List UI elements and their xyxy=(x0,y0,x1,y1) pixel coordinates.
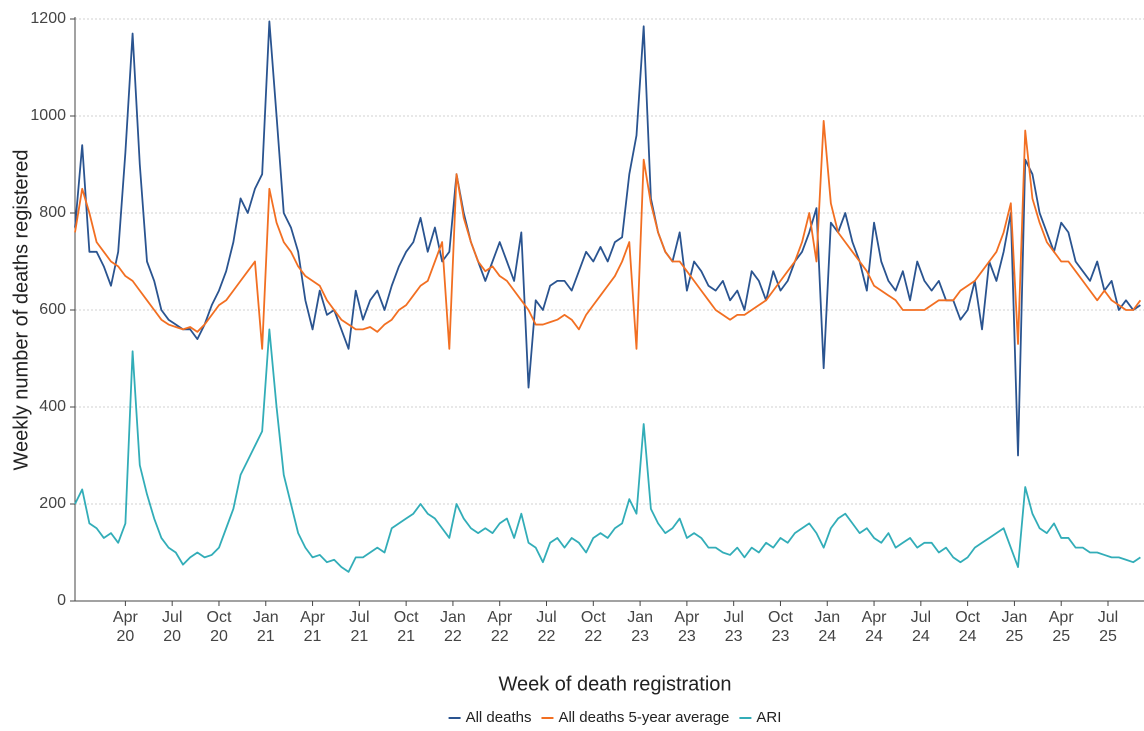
series-line xyxy=(74,119,1142,350)
x-tick-label: 23 xyxy=(631,628,649,645)
series-line xyxy=(74,20,1141,457)
x-tick-label: 25 xyxy=(1006,628,1024,645)
x-tick-label: 21 xyxy=(257,628,275,645)
x-tick-label: Apr xyxy=(674,609,700,626)
x-tick-label: 24 xyxy=(912,628,930,645)
x-tick-label: 22 xyxy=(444,628,462,645)
x-tick-label: Jul xyxy=(162,609,182,626)
series-line xyxy=(74,328,1141,573)
x-axis-title: Week of death registration xyxy=(498,673,731,695)
x-tick-label: 20 xyxy=(163,628,181,645)
legend-label: ARI xyxy=(756,709,781,726)
x-tick-label: Jul xyxy=(723,609,743,626)
x-tick-label: Apr xyxy=(113,609,139,626)
y-tick-label: 0 xyxy=(57,592,66,609)
x-tick-label: Oct xyxy=(394,609,419,626)
x-tick-label: 22 xyxy=(491,628,509,645)
x-tick-label: Apr xyxy=(862,609,888,626)
x-tick-label: Jul xyxy=(536,609,556,626)
x-tick-label: 23 xyxy=(678,628,696,645)
x-tick-label: Oct xyxy=(581,609,606,626)
x-tick-label: Apr xyxy=(1049,609,1075,626)
x-tick-label: 25 xyxy=(1052,628,1070,645)
x-tick-label: 21 xyxy=(397,628,415,645)
x-tick-label: 23 xyxy=(772,628,790,645)
x-tick-label: 21 xyxy=(304,628,322,645)
x-tick-label: 22 xyxy=(584,628,602,645)
x-tick-label: 24 xyxy=(959,628,977,645)
x-tick-label: Oct xyxy=(207,609,232,626)
x-tick-label: Jul xyxy=(349,609,369,626)
x-tick-label: 21 xyxy=(350,628,368,645)
x-tick-label: Oct xyxy=(768,609,793,626)
y-tick-label: 600 xyxy=(39,301,66,318)
x-tick-label: Jul xyxy=(911,609,931,626)
legend-label: All deaths 5-year average xyxy=(558,709,729,726)
legend-label: All deaths xyxy=(466,709,532,726)
x-tick-label: 20 xyxy=(210,628,228,645)
x-tick-label: 20 xyxy=(116,628,134,645)
x-tick-label: Apr xyxy=(487,609,513,626)
x-tick-label: Jan xyxy=(814,609,840,626)
x-tick-label: Oct xyxy=(955,609,980,626)
x-tick-label: Jul xyxy=(1098,609,1118,626)
x-tick-label: Jan xyxy=(627,609,653,626)
x-tick-label: Jan xyxy=(253,609,279,626)
x-tick-label: 25 xyxy=(1099,628,1117,645)
y-tick-label: 400 xyxy=(39,398,66,415)
y-tick-label: 800 xyxy=(39,204,66,221)
y-tick-label: 1200 xyxy=(30,10,66,27)
x-tick-label: Jan xyxy=(1002,609,1028,626)
x-tick-label: Jan xyxy=(440,609,466,626)
x-tick-label: 24 xyxy=(818,628,836,645)
x-tick-label: 23 xyxy=(725,628,743,645)
y-tick-label: 200 xyxy=(39,495,66,512)
x-tick-label: 22 xyxy=(538,628,556,645)
y-tick-label: 1000 xyxy=(30,107,66,124)
x-tick-label: Apr xyxy=(300,609,326,626)
x-tick-label: 24 xyxy=(865,628,883,645)
legend: All deaths All deaths 5-year average ARI xyxy=(448,709,781,726)
y-axis-title: Weekly number of deaths registered xyxy=(10,150,32,471)
